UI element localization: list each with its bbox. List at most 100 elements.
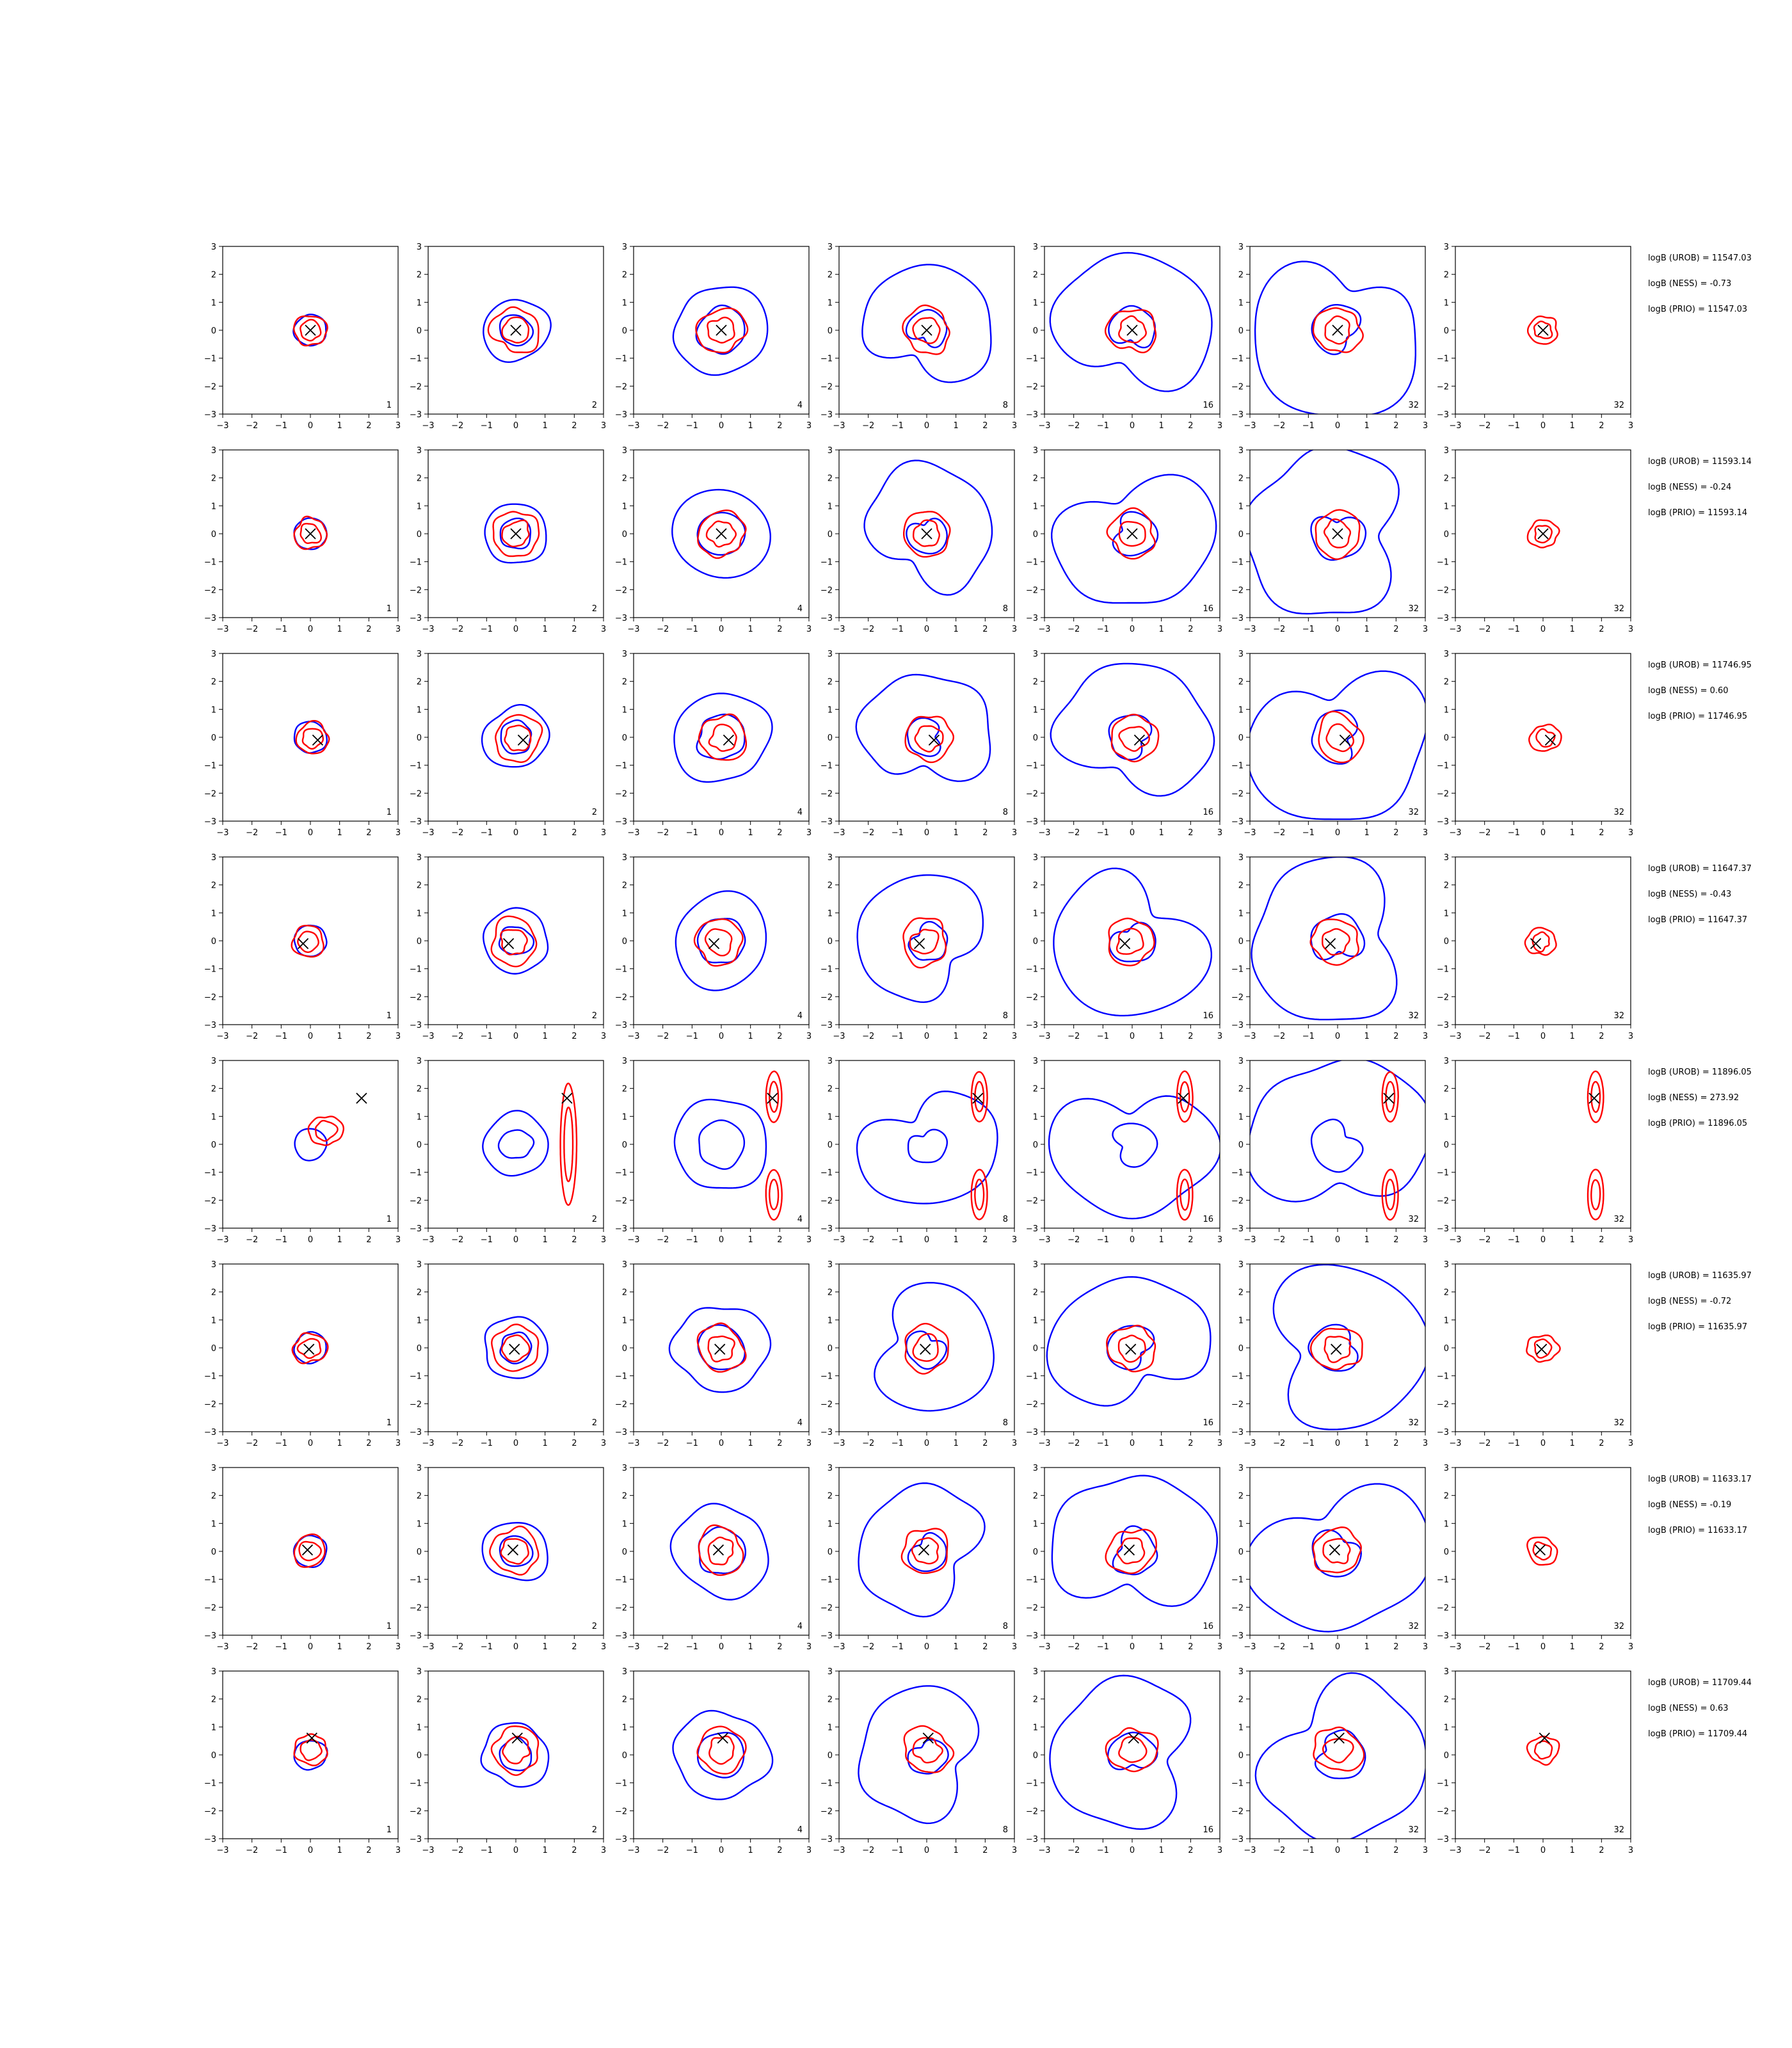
logB-annotation: logB (PRIO) = 11647.37 (1648, 915, 1747, 925)
axes-frame (633, 1670, 810, 1839)
red-contour (487, 306, 540, 353)
x-tick-label: 1 (1570, 1642, 1575, 1652)
y-tick-label: 3 (1238, 1667, 1244, 1677)
x-tick-label: 0 (924, 1439, 929, 1448)
y-tick-label: 2 (1238, 1085, 1244, 1094)
y-tick-label: 1 (1444, 1519, 1449, 1529)
y-tick-label: 3 (828, 446, 833, 456)
y-tick-label: 1 (417, 502, 422, 511)
y-tick-label: 0 (828, 733, 833, 743)
blue-contour (1272, 1264, 1425, 1430)
true-mode-marker (517, 734, 529, 746)
y-tick-label: 2 (1444, 881, 1449, 891)
y-tick-label: −2 (410, 1603, 422, 1613)
plot-area (481, 704, 550, 768)
x-tick-label: −3 (1038, 1642, 1050, 1652)
x-tick-label: −2 (1478, 828, 1491, 838)
true-mode-marker (918, 1544, 930, 1556)
y-tick-label: −3 (204, 614, 216, 623)
x-tick-label: 2 (366, 1846, 371, 1855)
x-tick-label: 3 (1423, 1439, 1428, 1448)
x-tick-label: −3 (1244, 421, 1256, 431)
x-tick-label: 2 (777, 1439, 782, 1448)
x-tick-label: 3 (1012, 1439, 1017, 1448)
y-tick-label: −3 (410, 817, 422, 827)
x-tick-label: −2 (862, 421, 874, 431)
x-tick-label: 2 (777, 625, 782, 634)
red-contour (296, 1338, 322, 1359)
y-tick-label: 2 (1444, 474, 1449, 484)
x-tick-label: 3 (806, 421, 812, 431)
x-tick-label: −2 (1478, 625, 1491, 634)
x-tick-label: 0 (924, 625, 929, 634)
plot-area (291, 924, 328, 958)
y-tick-label: 1 (211, 1316, 216, 1325)
y-tick-label: −2 (1231, 789, 1244, 799)
y-tick-label: 3 (622, 1260, 627, 1270)
plot-area (292, 1533, 328, 1568)
red-contour (903, 1725, 955, 1773)
y-tick-label: −3 (1026, 817, 1038, 827)
x-tick-label: −3 (1038, 421, 1050, 431)
x-tick-label: 2 (1188, 1235, 1193, 1245)
red-contour (974, 1081, 985, 1112)
y-tick-label: 3 (211, 1667, 216, 1677)
y-tick-label: 1 (211, 1723, 216, 1732)
x-tick-label: −3 (1449, 1439, 1461, 1448)
x-tick-label: 1 (1570, 1846, 1575, 1855)
true-mode-marker (708, 938, 720, 950)
y-tick-label: −2 (1231, 1603, 1244, 1613)
x-tick-label: 2 (777, 1032, 782, 1041)
x-tick-label: −3 (422, 1642, 434, 1652)
axes-frame (428, 856, 604, 1025)
true-mode-marker (716, 324, 727, 336)
panel-label: 4 (797, 808, 803, 817)
red-contour (1318, 710, 1364, 764)
y-tick-label: −1 (1437, 355, 1449, 364)
panel-r4-c3: −3 −2 −1 0 1 2 3 −3 −2 −1 0 1 2 3 4 (615, 853, 812, 1041)
y-tick-label: −3 (615, 1224, 627, 1234)
x-tick-label: 0 (1335, 1032, 1340, 1041)
y-tick-label: −1 (204, 1169, 216, 1178)
y-tick-label: −3 (1437, 1631, 1449, 1641)
x-tick-label: 1 (1364, 1439, 1370, 1448)
blue-contour (673, 692, 773, 783)
y-tick-label: 2 (211, 474, 216, 484)
blue-contour (499, 1331, 532, 1364)
blue-contour (483, 299, 552, 364)
blue-contour (908, 921, 948, 961)
x-tick-label: −1 (1302, 1439, 1315, 1448)
y-tick-label: 0 (828, 1751, 833, 1761)
plot-area (1528, 723, 1562, 752)
y-tick-label: 1 (1033, 1519, 1038, 1529)
true-mode-marker (561, 1092, 573, 1104)
x-tick-label: 3 (396, 421, 401, 431)
red-contour (970, 1071, 988, 1123)
axes-frame (222, 1467, 399, 1636)
blue-contour (1250, 1060, 1425, 1203)
y-tick-label: 3 (1033, 1667, 1038, 1677)
x-tick-label: 0 (1540, 1642, 1546, 1652)
blue-contour (1051, 1475, 1219, 1607)
panel-r6-c4: −3 −2 −1 0 1 2 3 −3 −2 −1 0 1 2 3 8 (820, 1260, 1017, 1448)
x-tick-label: 1 (748, 828, 753, 838)
y-tick-label: −3 (820, 817, 833, 827)
y-tick-label: 3 (622, 1667, 627, 1677)
y-tick-label: 0 (1033, 326, 1038, 336)
blue-contour (874, 1281, 995, 1412)
blue-contour (698, 1119, 746, 1170)
x-tick-label: 2 (1188, 1846, 1193, 1855)
x-tick-label: 1 (1570, 828, 1575, 838)
true-mode-marker (928, 734, 940, 746)
blue-contour (970, 385, 1302, 693)
x-tick-label: 0 (513, 1235, 518, 1245)
y-tick-label: 1 (622, 298, 627, 308)
red-contour (696, 1725, 747, 1775)
x-tick-label: −2 (862, 1235, 874, 1245)
red-contour (705, 520, 737, 548)
x-tick-label: 0 (719, 1642, 724, 1652)
red-contour (765, 1169, 783, 1221)
red-contour (1532, 931, 1550, 953)
y-tick-label: −2 (204, 1196, 216, 1206)
plot-area (1254, 1672, 1425, 1839)
